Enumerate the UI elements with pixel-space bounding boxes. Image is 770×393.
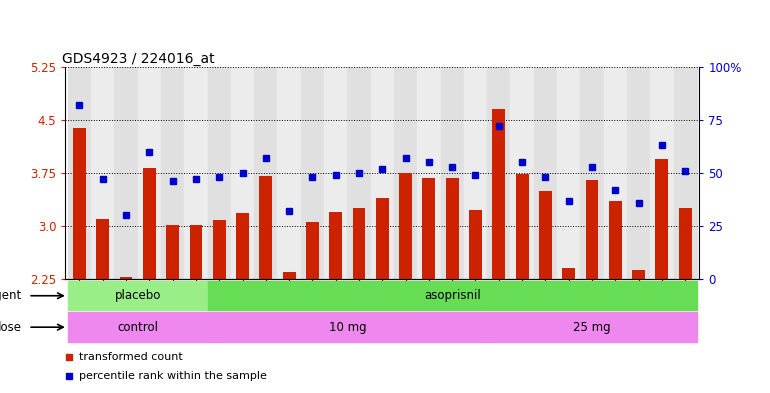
- Bar: [417, 67, 440, 279]
- Bar: [539, 191, 552, 279]
- Bar: [353, 208, 366, 279]
- Bar: [166, 224, 179, 279]
- Bar: [259, 176, 273, 279]
- Bar: [68, 67, 91, 279]
- Bar: [581, 67, 604, 279]
- Text: dose: dose: [0, 321, 22, 334]
- Bar: [330, 212, 342, 279]
- Bar: [306, 222, 319, 279]
- Bar: [119, 277, 132, 279]
- Bar: [557, 67, 581, 279]
- Bar: [184, 67, 208, 279]
- Bar: [399, 173, 412, 279]
- Bar: [208, 67, 231, 279]
- Bar: [283, 272, 296, 279]
- Bar: [370, 67, 394, 279]
- Bar: [143, 168, 156, 279]
- Text: percentile rank within the sample: percentile rank within the sample: [79, 371, 267, 382]
- Bar: [161, 67, 184, 279]
- Bar: [511, 67, 534, 279]
- Bar: [492, 109, 505, 279]
- Bar: [632, 270, 645, 279]
- Bar: [91, 67, 115, 279]
- Bar: [609, 201, 621, 279]
- Bar: [231, 67, 254, 279]
- Bar: [189, 224, 203, 279]
- Bar: [627, 67, 650, 279]
- Bar: [604, 67, 627, 279]
- Bar: [562, 268, 575, 279]
- Bar: [516, 174, 528, 279]
- Bar: [213, 220, 226, 279]
- Text: control: control: [117, 321, 158, 334]
- Bar: [650, 67, 674, 279]
- Text: agent: agent: [0, 289, 22, 302]
- Bar: [68, 312, 208, 342]
- Bar: [394, 67, 417, 279]
- Bar: [679, 208, 691, 279]
- Bar: [464, 67, 487, 279]
- Bar: [236, 213, 249, 279]
- Bar: [208, 312, 487, 342]
- Bar: [254, 67, 277, 279]
- Bar: [208, 281, 697, 310]
- Text: asoprisnil: asoprisnil: [424, 289, 480, 302]
- Text: GDS4923 / 224016_at: GDS4923 / 224016_at: [62, 52, 215, 66]
- Bar: [96, 219, 109, 279]
- Bar: [534, 67, 557, 279]
- Bar: [376, 198, 389, 279]
- Bar: [487, 67, 511, 279]
- Bar: [487, 312, 697, 342]
- Bar: [68, 281, 208, 310]
- Bar: [347, 67, 370, 279]
- Bar: [585, 180, 598, 279]
- Text: placebo: placebo: [115, 289, 161, 302]
- Bar: [138, 67, 161, 279]
- Bar: [301, 67, 324, 279]
- Text: 25 mg: 25 mg: [573, 321, 611, 334]
- Bar: [655, 159, 668, 279]
- Bar: [423, 178, 435, 279]
- Bar: [277, 67, 301, 279]
- Bar: [446, 178, 459, 279]
- Text: 10 mg: 10 mg: [329, 321, 367, 334]
- Bar: [674, 67, 697, 279]
- Bar: [73, 129, 85, 279]
- Bar: [469, 210, 482, 279]
- Text: transformed count: transformed count: [79, 351, 183, 362]
- Bar: [440, 67, 464, 279]
- Bar: [324, 67, 347, 279]
- Bar: [115, 67, 138, 279]
